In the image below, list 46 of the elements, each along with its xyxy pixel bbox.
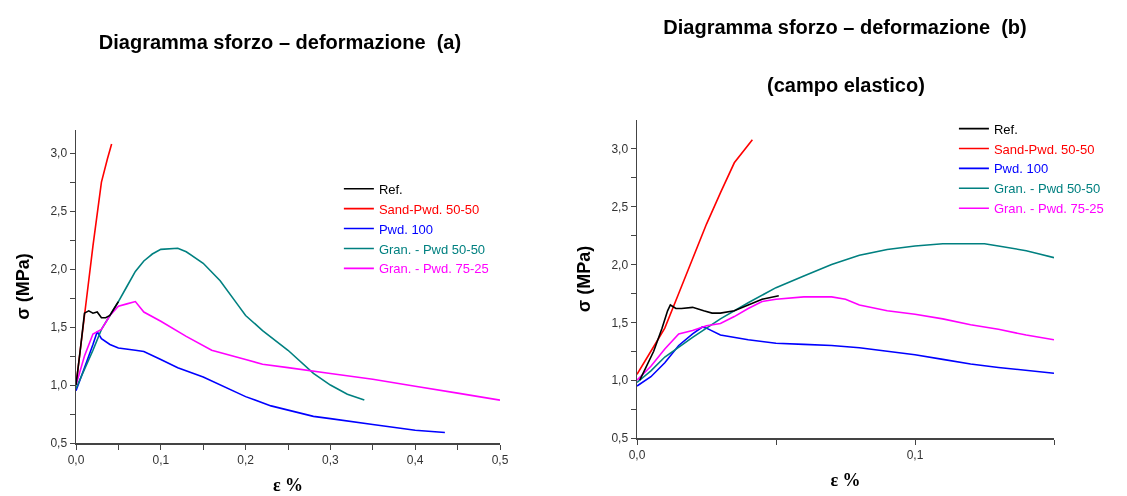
y-tick-label: 1,0 [611,373,629,388]
line-series [76,330,446,434]
legend-label: Ref. [378,181,403,197]
chart-title: Diagramma sforzo – deformazione (b) [663,15,1027,38]
line-series [638,294,780,381]
line-series [637,296,1054,381]
line-series [637,138,754,376]
x-tick-label: 0,5 [491,452,509,467]
y-tick-label: 3,0 [611,142,629,157]
y-tick-label: 2,0 [611,257,629,272]
line-series [76,300,120,386]
y-tick-label: 0,5 [611,431,629,446]
chart-subtitle: (campo elastico) [767,74,925,96]
y-tick-label: 2,0 [50,262,68,277]
y-tick-label: 2,5 [50,204,68,219]
legend-label: Sand-Pwd. 50-50 [993,141,1095,157]
x-tick-label: 0,0 [628,447,646,462]
legend-label: Gran. - Pwd 50-50 [378,241,486,257]
line-series [76,247,366,401]
y-tick-label: 1,0 [50,378,68,393]
y-axis-title: σ (MPa) [12,253,33,320]
legend-label: Gran. - Pwd. 75-25 [993,201,1104,217]
x-tick-label: 0,2 [237,452,255,467]
y-axis-title: σ (MPa) [573,245,594,313]
legend-label: Pwd. 100 [378,221,434,237]
y-tick-label: 2,5 [611,199,629,214]
x-tick-label: 0,0 [67,452,85,467]
chart-title: Diagramma sforzo – deformazione (a) [98,30,462,53]
line-series [637,242,1054,384]
legend-label: Gran. - Pwd. 75-25 [378,261,489,277]
y-tick-label: 3,0 [50,146,68,161]
line-series [76,300,500,401]
x-axis-title: ε % [272,474,304,495]
x-tick-label: 0,1 [906,447,924,462]
x-tick-label: 0,3 [322,452,340,467]
line-series [637,326,1054,387]
legend-label: Pwd. 100 [993,161,1049,177]
x-tick-label: 0,4 [406,452,424,467]
legend-label: Sand-Pwd. 50-50 [378,201,480,217]
y-tick-label: 1,5 [611,315,629,330]
legend-label: Ref. [993,121,1018,137]
x-axis-title: ε % [830,469,861,490]
x-tick-label: 0,1 [152,452,170,467]
y-tick-label: 1,5 [50,320,68,335]
y-tick-label: 0,5 [50,436,68,451]
legend-label: Gran. - Pwd 50-50 [993,181,1101,197]
